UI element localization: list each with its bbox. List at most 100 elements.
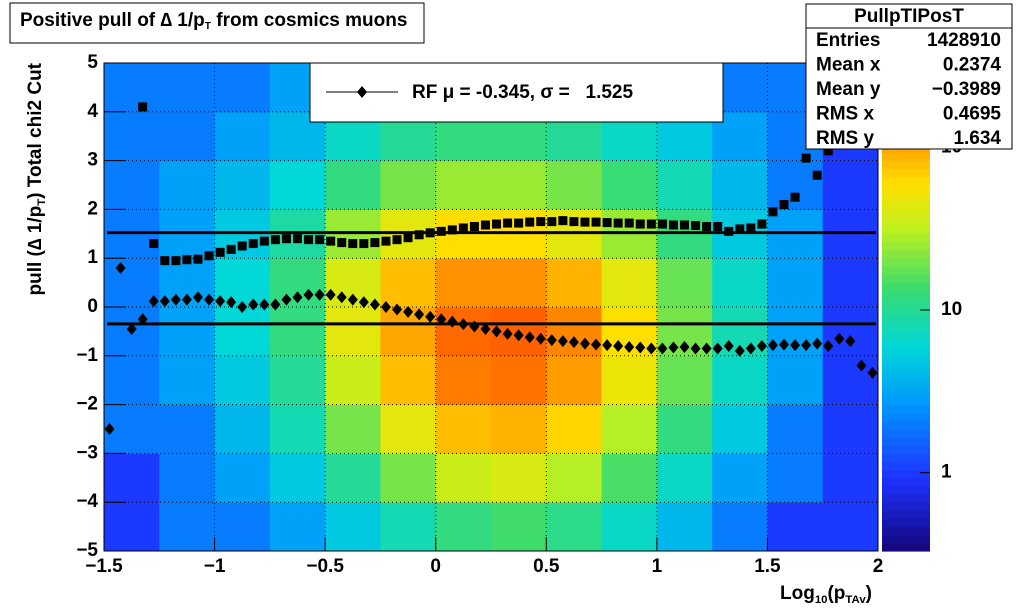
marker: [126, 322, 137, 335]
heat-cell: [712, 404, 768, 454]
colorbar-step: [882, 266, 930, 276]
marker: [834, 332, 845, 345]
marker: [712, 342, 723, 355]
heat-cell: [269, 404, 326, 454]
legend-label: RF μ = -0.345, σ = 1.525: [412, 82, 634, 103]
heat-cell: [104, 160, 160, 210]
x-tick-label: −1.5: [85, 556, 123, 577]
marker: [403, 305, 414, 318]
marker: [357, 86, 367, 98]
marker: [138, 102, 148, 112]
marker: [514, 218, 524, 228]
colorbar-step: [882, 494, 930, 503]
colorbar-step: [882, 176, 930, 186]
heat-cell: [214, 111, 271, 162]
heat-cell: [159, 307, 216, 357]
colorbar-step: [882, 534, 930, 544]
marker: [480, 322, 491, 335]
marker: [304, 235, 314, 245]
y-tick-label: −5: [76, 540, 98, 561]
marker: [193, 254, 203, 264]
chart-title: Positive pull of ∆ 1/pT from cosmics muo…: [20, 10, 407, 32]
heat-cell: [380, 502, 437, 552]
colorbar-step: [882, 404, 930, 414]
heat-cell: [712, 355, 768, 406]
marker: [337, 238, 347, 248]
heat-cell: [104, 355, 160, 406]
marker: [823, 340, 834, 353]
x-tick-label: 2: [873, 556, 884, 577]
colorbar-step: [882, 372, 930, 381]
text-part: Positive pull of ∆ 1/p: [20, 10, 205, 31]
heat-cell: [104, 111, 160, 162]
colorbar-step: [882, 185, 930, 194]
x-axis-label: Log10(pTAv): [780, 583, 872, 606]
marker: [702, 221, 712, 231]
heat-cell: [491, 502, 547, 552]
heat-cell: [656, 355, 713, 406]
marker: [734, 344, 745, 357]
marker: [680, 220, 689, 230]
heat-cell: [656, 160, 713, 210]
marker: [724, 226, 734, 236]
heat-cell: [601, 502, 658, 552]
heat-cell: [712, 502, 768, 552]
heat-cell: [546, 355, 603, 406]
marker: [248, 239, 258, 249]
marker: [336, 291, 347, 304]
marker: [381, 236, 391, 246]
heat-cell: [822, 453, 879, 503]
y-tick-label: −4: [76, 491, 98, 512]
marker: [790, 339, 801, 352]
colorbar-step: [882, 307, 930, 316]
heat-cell: [546, 258, 603, 308]
marker: [137, 313, 148, 326]
text-part: ): [866, 583, 872, 604]
heat-cell: [214, 160, 271, 210]
heat-cell: [159, 63, 216, 113]
stats-key: Mean x: [816, 55, 881, 76]
colorbar-step: [882, 485, 930, 495]
marker: [392, 303, 403, 316]
title-box: [9, 2, 425, 44]
heat-cell: [325, 453, 381, 503]
marker: [204, 251, 214, 261]
marker: [580, 217, 590, 227]
heat-cell: [491, 258, 547, 308]
marker: [270, 298, 281, 311]
heat-cell: [712, 453, 768, 503]
y-tick-label: 4: [87, 101, 98, 122]
marker: [801, 339, 812, 352]
marker: [745, 342, 756, 355]
marker: [359, 239, 369, 249]
heat-cell: [767, 404, 824, 454]
marker: [535, 332, 546, 345]
heat-cell: [325, 160, 381, 210]
colorbar-step: [882, 355, 930, 365]
marker: [757, 219, 767, 229]
marker: [735, 224, 745, 234]
marker: [812, 337, 823, 350]
marker: [558, 216, 568, 226]
heat-cell: [435, 160, 492, 210]
marker: [469, 320, 480, 333]
marker: [657, 219, 667, 229]
heat-cell: [767, 258, 824, 308]
x-tick-label: 0: [430, 556, 441, 577]
text-part: ) Total chi2 Cut: [25, 62, 46, 198]
marker: [801, 153, 811, 163]
colorbar-step: [882, 396, 930, 406]
marker: [779, 200, 789, 210]
heat-cell: [601, 258, 658, 308]
colorbar-step: [882, 323, 930, 332]
marker: [281, 293, 292, 306]
heat-cell: [214, 307, 271, 357]
text-part: T: [36, 199, 48, 206]
heat-cell: [269, 307, 326, 357]
heat-cell: [214, 453, 271, 503]
marker: [613, 340, 624, 353]
heat-cell: [104, 502, 160, 552]
marker: [679, 341, 690, 354]
heat-cell: [546, 453, 603, 503]
marker: [292, 291, 303, 304]
